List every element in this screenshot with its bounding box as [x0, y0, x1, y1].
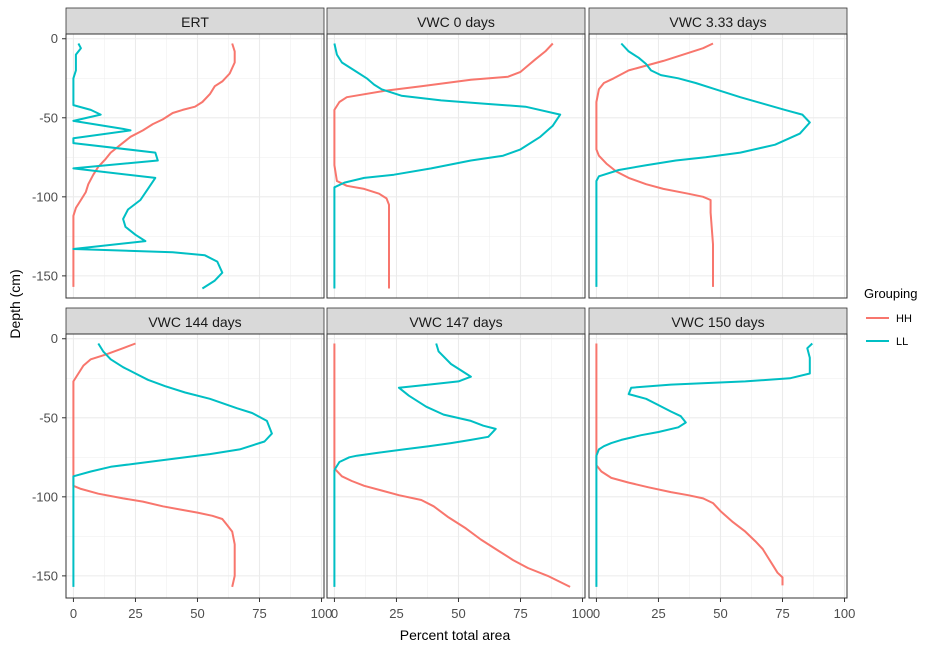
x-tick-label: 0 [593, 606, 600, 621]
y-axis-title: Depth (cm) [7, 269, 23, 338]
panel-strip [65, 307, 325, 335]
panel-strip [65, 7, 325, 35]
x-tick-label: 25 [128, 606, 142, 621]
series-line-ll [595, 42, 811, 287]
x-tick-label: 25 [651, 606, 665, 621]
x-tick-label: 100 [572, 606, 594, 621]
series-line-ll [72, 43, 224, 290]
panel-title: VWC 3.33 days [669, 14, 766, 30]
series-line-hh [333, 42, 554, 289]
panel: ERT [62, 7, 325, 299]
panels-layer: ERT VWC 0 days VWC 3.33 days VWC 144 days VW… [62, 7, 848, 602]
series-line-ll [72, 342, 273, 587]
panel-strip [326, 307, 586, 335]
y-tick-label: 0 [51, 31, 58, 46]
panel-title: VWC 150 days [671, 314, 764, 330]
x-tick-label: 75 [775, 606, 789, 621]
series-line-hh [595, 343, 784, 586]
panel-border [588, 33, 848, 299]
y-tick-label: -150 [32, 268, 58, 283]
series-line-ll [333, 43, 562, 289]
x-tick-label: 100 [834, 606, 856, 621]
legend-label-ll: LL [896, 336, 908, 348]
panel-border [65, 333, 325, 599]
panel-title: VWC 0 days [417, 14, 495, 30]
panel-border [588, 333, 848, 599]
x-tick-label: 0 [331, 606, 338, 621]
y-tick-label: 0 [51, 331, 58, 346]
panel-border [326, 33, 586, 299]
y-tick-labels: 0 -50 -100 -150 0 -50 -100 -150 [32, 31, 58, 583]
y-tick-label: -150 [32, 568, 58, 583]
x-axis-title: Percent total area [400, 627, 511, 643]
x-tick-label: 50 [451, 606, 465, 621]
series-line-ll [595, 342, 813, 587]
panel-border [65, 33, 325, 299]
x-tick-label: 75 [252, 606, 266, 621]
legend-label-hh: HH [896, 313, 912, 325]
x-tick-label: 100 [311, 606, 333, 621]
panel-strip [588, 7, 848, 35]
x-tick-label: 25 [389, 606, 403, 621]
x-tick-label: 50 [190, 606, 204, 621]
panel: VWC 150 days [588, 307, 848, 602]
panel-title: VWC 144 days [148, 314, 241, 330]
panel-strip [588, 307, 848, 335]
legend: Grouping HH LL [864, 286, 917, 348]
panel: VWC 3.33 days [588, 7, 848, 299]
series-line-hh [72, 43, 236, 287]
y-tick-label: -50 [39, 110, 58, 125]
panel-title: ERT [181, 14, 209, 30]
panel-strip [326, 7, 586, 35]
series-line-ll [333, 343, 497, 587]
y-tick-label: -50 [39, 410, 58, 425]
panel-border [326, 333, 586, 599]
legend-title: Grouping [864, 286, 917, 301]
x-tick-label: 75 [513, 606, 527, 621]
x-tick-label: 0 [70, 606, 77, 621]
series-line-hh [72, 342, 236, 588]
panel: VWC 0 days [326, 7, 586, 299]
y-tick-label: -100 [32, 489, 58, 504]
panel-title: VWC 147 days [409, 314, 502, 330]
panel: VWC 147 days [326, 307, 586, 602]
y-tick-label: -100 [32, 189, 58, 204]
x-tick-label: 50 [713, 606, 727, 621]
panel: VWC 144 days [62, 307, 325, 602]
